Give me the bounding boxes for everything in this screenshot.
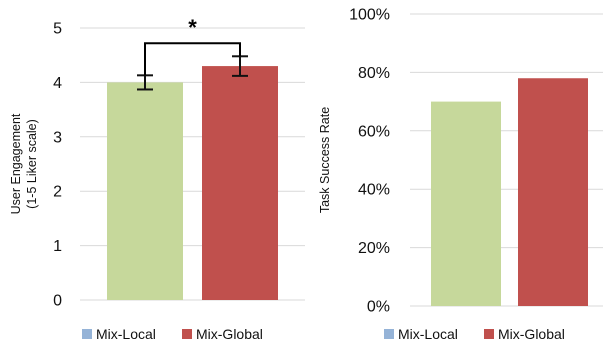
success-bar-mix-global [518, 78, 588, 307]
success-legend-swatch-mix-local [384, 329, 394, 339]
success-y-tick-label: 40% [358, 182, 390, 199]
engagement-y-axis-title: User Engagement (1-5 Liker scale) [9, 113, 39, 214]
success-legend-label-mix-global: Mix-Global [498, 326, 565, 342]
user-engagement-chart: 0 1 2 3 4 5 User Engagement (1-5 Liker scale) * M… [9, 15, 305, 342]
engagement-y-tick-label: 4 [53, 75, 62, 92]
task-success-rate-chart: 0% 20% 40% 60% 80% 100% Task Success Rate Mix-L… [318, 7, 603, 342]
engagement-legend-label-mix-local: Mix-Local [96, 326, 156, 342]
success-y-tick-label: 0% [367, 299, 390, 316]
success-legend-swatch-mix-global [484, 329, 494, 339]
significance-bracket [144, 42, 241, 76]
engagement-y-tick-label: 5 [53, 21, 62, 38]
success-y-tick-label: 100% [349, 7, 390, 24]
success-bar-mix-local [431, 101, 501, 306]
engagement-y-tick-label: 3 [53, 129, 62, 146]
success-y-tick-label: 20% [358, 240, 390, 257]
engagement-y-tick-label: 2 [53, 184, 62, 201]
engagement-y-tick-label: 1 [53, 238, 62, 255]
engagement-legend-swatch-mix-local [82, 329, 92, 339]
engagement-bar-mix-local [107, 82, 183, 301]
engagement-y-tick-label: 0 [53, 293, 62, 310]
engagement-legend-swatch-mix-global [182, 329, 192, 339]
significance-marker: * [188, 15, 197, 40]
success-legend-label-mix-local: Mix-Local [398, 326, 458, 342]
success-y-tick-label: 80% [358, 65, 390, 82]
success-y-axis-title: Task Success Rate [318, 107, 332, 213]
engagement-bar-mix-global [202, 66, 278, 300]
engagement-legend-label-mix-global: Mix-Global [196, 326, 263, 342]
success-y-tick-label: 60% [358, 123, 390, 140]
